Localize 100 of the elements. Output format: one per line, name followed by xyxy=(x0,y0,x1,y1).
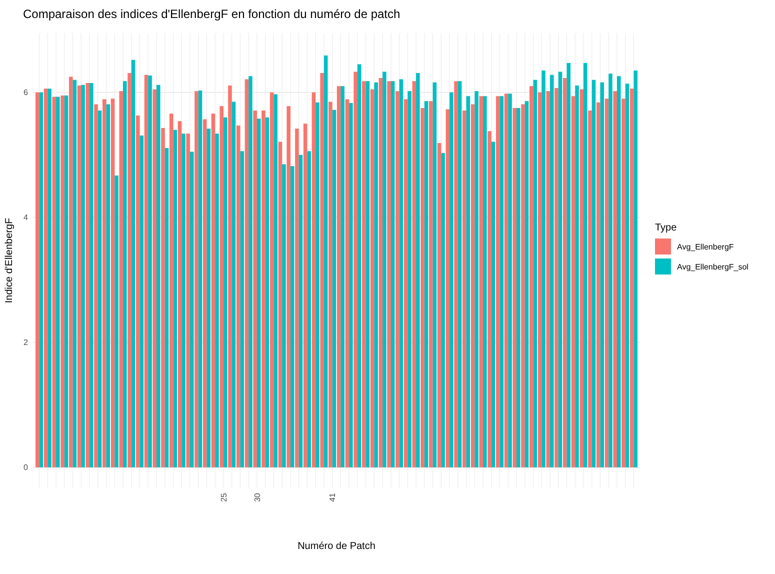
bar xyxy=(290,166,294,468)
bar xyxy=(328,102,332,468)
bar xyxy=(616,76,621,468)
bar xyxy=(140,136,144,468)
bar xyxy=(622,98,626,468)
bar xyxy=(148,76,152,468)
bar xyxy=(236,126,240,468)
bar xyxy=(483,96,487,468)
bar xyxy=(466,96,470,468)
bar xyxy=(90,83,94,468)
bar xyxy=(86,83,90,468)
bar xyxy=(470,104,475,468)
bar xyxy=(106,104,110,468)
bar xyxy=(416,73,420,468)
bar xyxy=(64,96,68,468)
bar xyxy=(538,92,542,468)
x-tick-label: 30 xyxy=(252,492,262,502)
bar xyxy=(56,96,60,468)
bar xyxy=(382,72,386,468)
bar xyxy=(98,110,102,468)
bar xyxy=(119,91,124,468)
bar xyxy=(240,151,244,468)
bar xyxy=(39,92,44,468)
bar xyxy=(44,88,48,468)
bar xyxy=(488,131,492,468)
bar xyxy=(232,102,236,468)
bar xyxy=(462,110,466,468)
bar xyxy=(178,121,182,468)
bar xyxy=(634,70,638,468)
bar xyxy=(94,104,98,468)
bar xyxy=(164,148,169,468)
bar xyxy=(211,114,216,468)
bar xyxy=(387,81,391,468)
bar xyxy=(298,154,303,468)
bar xyxy=(316,102,320,468)
bar xyxy=(562,78,567,468)
bar xyxy=(136,116,140,468)
bar xyxy=(441,153,445,468)
bar xyxy=(110,98,115,468)
bar xyxy=(370,89,374,468)
bar xyxy=(454,81,458,468)
bar xyxy=(182,134,186,468)
y-tick-label: 4 xyxy=(24,213,29,222)
bar xyxy=(378,78,383,468)
bar xyxy=(529,86,534,468)
bar xyxy=(156,84,160,468)
bar xyxy=(399,79,404,468)
bar xyxy=(206,128,210,468)
bar xyxy=(349,103,353,468)
bar xyxy=(223,117,228,468)
bar xyxy=(613,91,617,468)
bar xyxy=(357,64,362,468)
bar xyxy=(533,80,538,468)
bar xyxy=(491,142,496,468)
bar xyxy=(320,73,324,468)
bar xyxy=(588,110,592,468)
bar xyxy=(332,110,336,468)
bar xyxy=(554,88,558,468)
bar xyxy=(496,96,500,468)
bar xyxy=(102,99,106,468)
bar xyxy=(265,117,270,468)
bar xyxy=(512,108,517,468)
y-tick-label: 2 xyxy=(24,338,29,348)
bar xyxy=(580,89,584,468)
bar xyxy=(558,72,562,468)
legend-title: Type xyxy=(655,222,678,234)
bar xyxy=(152,89,156,468)
bar xyxy=(500,96,504,468)
y-tick-label: 6 xyxy=(24,88,29,98)
bar xyxy=(173,130,178,468)
chart-title: Comparaison des indices d'EllenbergF en fonction du numéro de patch xyxy=(23,7,400,21)
bar xyxy=(190,152,194,468)
bar xyxy=(256,118,261,468)
bar xyxy=(60,96,64,468)
bar xyxy=(592,80,596,468)
bar xyxy=(144,74,148,468)
bar xyxy=(630,88,634,468)
x-axis-title: Numéro de Patch xyxy=(298,541,376,552)
bar xyxy=(625,84,630,468)
bar xyxy=(336,86,341,468)
bar xyxy=(521,104,525,468)
bar xyxy=(286,106,290,468)
bar xyxy=(429,101,433,468)
bar xyxy=(340,86,344,468)
bar xyxy=(596,102,600,468)
x-tick-label: 41 xyxy=(328,492,338,502)
bar xyxy=(72,80,77,468)
bar xyxy=(114,176,118,468)
bar xyxy=(432,82,437,468)
bar xyxy=(77,86,82,468)
bar xyxy=(366,81,370,468)
bar xyxy=(474,91,478,468)
bar xyxy=(220,106,224,468)
y-tick-label: 0 xyxy=(24,463,29,472)
bar xyxy=(274,94,278,468)
bar xyxy=(420,108,424,468)
bar xyxy=(81,84,85,468)
bar xyxy=(215,134,219,468)
bar xyxy=(307,151,311,468)
y-axis-title: Indice d'EllenbergF xyxy=(4,218,15,304)
